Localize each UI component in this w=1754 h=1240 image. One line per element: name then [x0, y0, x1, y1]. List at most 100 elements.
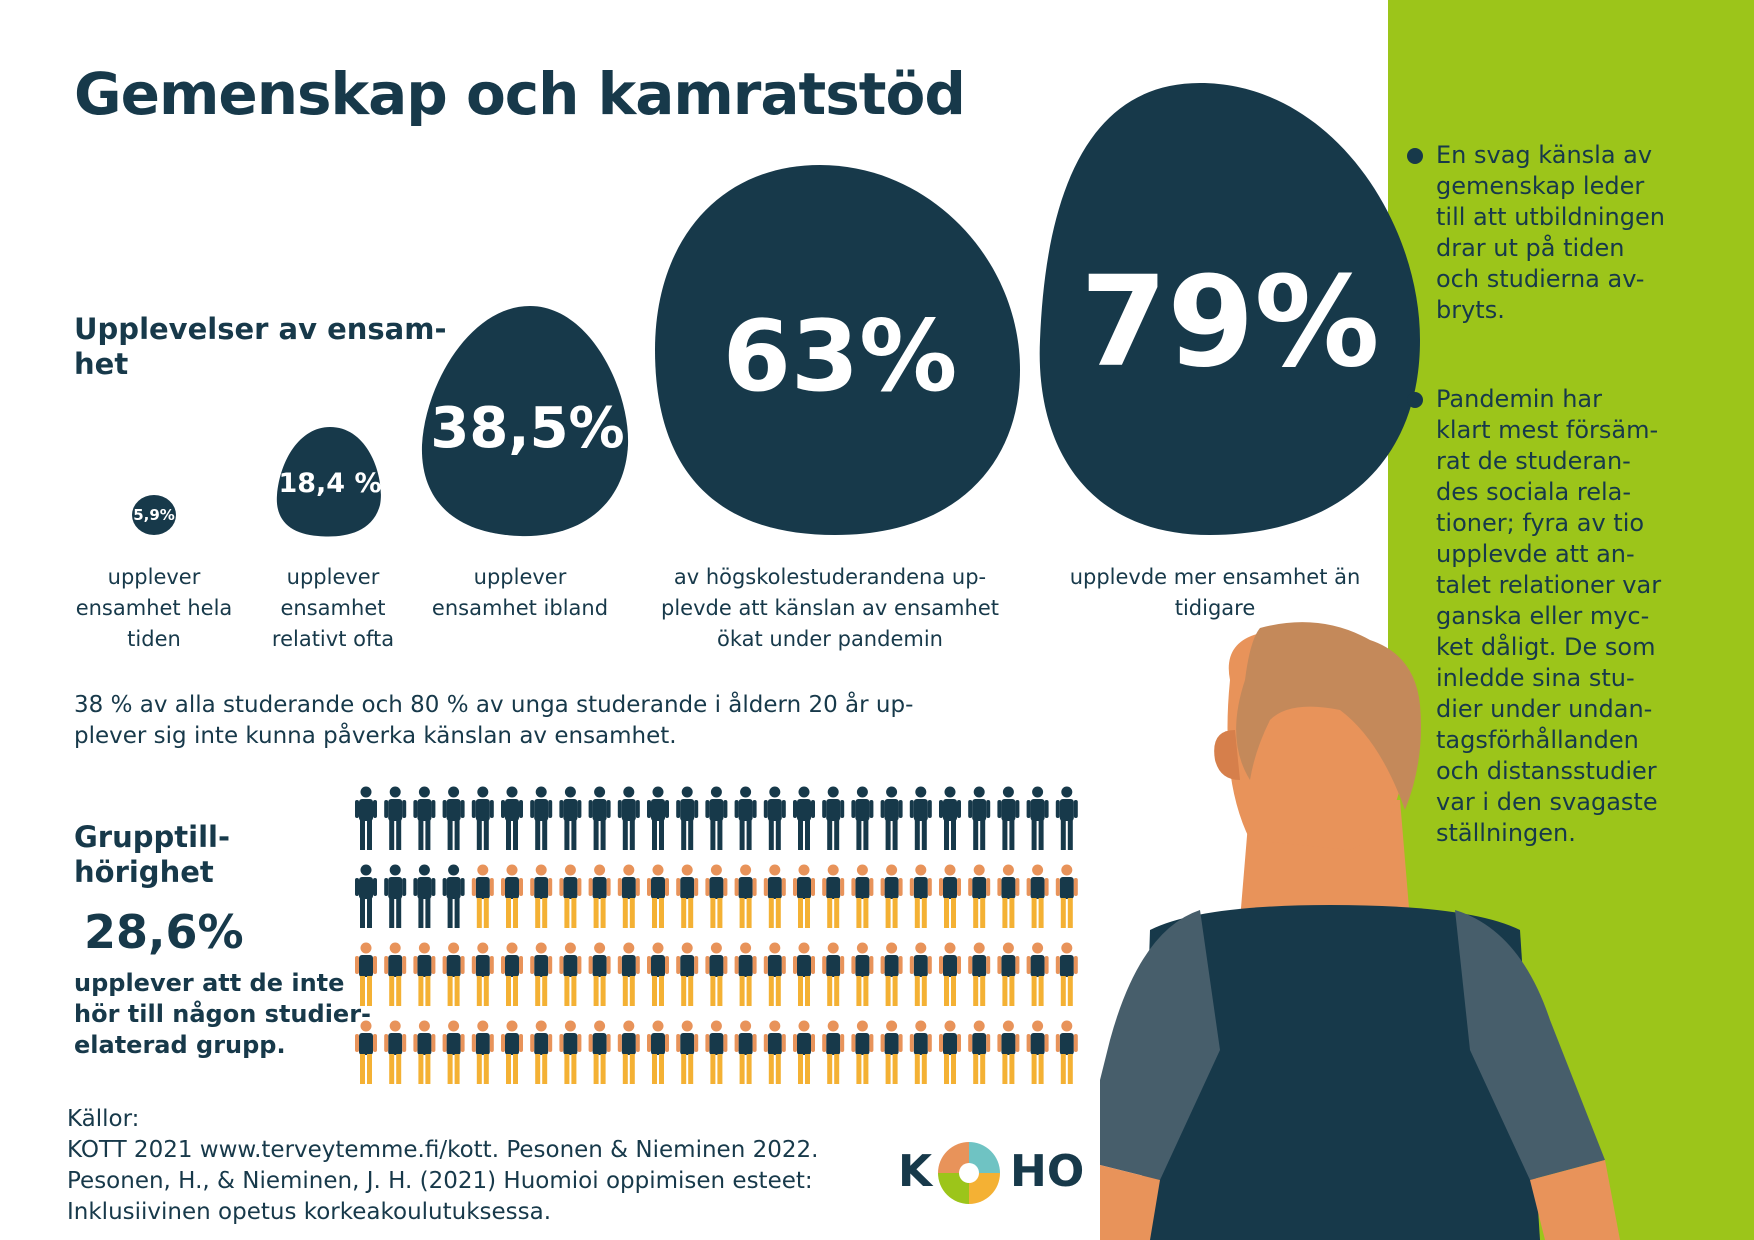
paragraph-line: 38 % av alla studerande och 80 % av unga… — [74, 692, 914, 718]
bullet-line: och distansstudier — [1436, 757, 1657, 785]
bullet-line: gemenskap leder — [1436, 172, 1645, 200]
person-icon-colored — [676, 942, 699, 1006]
bullet-line: klart mest försäm- — [1436, 416, 1659, 444]
stat-label-5-9: upplever ensamhet hela tiden — [64, 562, 244, 655]
bullet-text: En svag känsla av gemenskap leder till att… — [1436, 140, 1736, 326]
person-icon-dark — [822, 786, 845, 850]
bullet-line: drar ut på tiden — [1436, 234, 1625, 262]
person-icon-colored — [763, 942, 786, 1006]
blob-18-4 — [276, 427, 381, 537]
person-icon-dark — [559, 786, 582, 850]
hair — [1236, 622, 1421, 810]
person-icon-colored — [355, 942, 377, 1006]
sources: Källor: KOTT 2021 www.terveytemme.fi/kot… — [67, 1104, 887, 1228]
person-icon-dark — [471, 786, 494, 850]
bullet-line: rat de studeran- — [1436, 447, 1631, 475]
stat-label-line: relativt ofta — [271, 627, 395, 651]
stat-label-line: upplever — [286, 565, 380, 589]
person-icon-colored — [413, 942, 436, 1006]
person-icon-colored — [617, 942, 640, 1006]
person-icon-colored — [1055, 864, 1078, 928]
person-icon-colored — [997, 942, 1020, 1006]
loneliness-heading-line: het — [74, 347, 129, 381]
person-icon-colored — [384, 1020, 407, 1084]
person-icon-dark — [384, 864, 407, 928]
stat-value-38-5: 38,5% — [430, 396, 625, 461]
person-icon-dark — [939, 786, 961, 850]
stat-value-79: 79% — [1080, 250, 1380, 395]
person-icon-colored — [968, 864, 991, 928]
person-icon-colored — [763, 1020, 786, 1084]
person-icon-dark — [705, 786, 728, 850]
person-icon-dark — [1055, 786, 1078, 850]
group-description-line: elaterad grupp. — [74, 1031, 286, 1059]
student-illustration — [1100, 622, 1620, 1240]
person-icon-dark — [763, 786, 786, 850]
person-icon-colored — [939, 1020, 961, 1084]
person-icon-colored — [471, 864, 494, 928]
person-icon-dark — [501, 786, 523, 850]
paragraph-line: plever sig inte kunna påverka känslan av… — [74, 723, 677, 749]
stat-label-line: plevde att känslan av ensamhet — [661, 596, 999, 620]
logo-text-left: K — [898, 1146, 933, 1197]
person-icon-colored — [647, 942, 669, 1006]
person-icon-colored — [471, 1020, 494, 1084]
person-icon-dark — [588, 786, 611, 850]
person-icon-colored — [1026, 942, 1049, 1006]
person-icon-colored — [588, 942, 611, 1006]
person-icon-colored — [909, 942, 932, 1006]
person-icon-colored — [793, 1020, 815, 1084]
bullet-line: ganska eller myc- — [1436, 602, 1650, 630]
stat-label-line: ökat under pandemin — [717, 627, 943, 651]
person-icon-colored — [501, 942, 523, 1006]
person-icon-dark — [734, 786, 757, 850]
person-icon-colored — [588, 864, 611, 928]
bullet-list: En svag känsla av gemenskap leder till att… — [1407, 140, 1736, 907]
person-icon-colored — [822, 1020, 845, 1084]
left-arm — [1100, 1165, 1160, 1240]
stat-value-18-4: 18,4 % — [278, 468, 382, 499]
person-icon-dark — [384, 786, 407, 850]
group-heading: Grupptill- hörighet — [74, 820, 230, 890]
bullet-text: Pandemin har klart mest försäm-rat de stu… — [1436, 384, 1736, 849]
person-icon-colored — [530, 864, 553, 928]
logo-text-right: HO — [1010, 1146, 1085, 1197]
sources-heading: Källor: — [67, 1106, 140, 1132]
person-icon-colored — [793, 864, 815, 928]
bullet-line: dier under undan- — [1436, 695, 1653, 723]
person-icon-colored — [705, 864, 728, 928]
person-icon-colored — [880, 942, 903, 1006]
bullet-line: En svag känsla av — [1436, 141, 1653, 169]
left-sleeve — [1100, 910, 1220, 1180]
bullet-dot-icon — [1407, 148, 1423, 164]
right-sleeve — [1455, 910, 1605, 1180]
person-icon-colored — [851, 1020, 874, 1084]
bullet-item: Pandemin har klart mest försäm-rat de stu… — [1407, 384, 1736, 849]
torso — [1140, 905, 1540, 1240]
blob-5-9 — [132, 495, 176, 535]
person-icon-colored — [355, 1020, 377, 1084]
person-icon-colored — [1026, 1020, 1049, 1084]
person-icon-colored — [559, 1020, 582, 1084]
group-heading-line: hörighet — [74, 855, 214, 889]
person-icon-colored — [1055, 942, 1078, 1006]
person-icon-colored — [909, 1020, 932, 1084]
page-title: Gemenskap och kamratstöd — [74, 60, 966, 128]
person-icon-colored — [851, 942, 874, 1006]
person-icon-dark — [968, 786, 991, 850]
group-description-line: hör till någon studier- — [74, 1000, 371, 1028]
sources-line: Inklusiivinen opetus korkeakoulutuksessa… — [67, 1199, 552, 1225]
stat-label-line: av högskolestuderandena up- — [673, 565, 987, 589]
stat-label-line: ensamhet hela — [75, 596, 233, 620]
loneliness-heading-line: Upplevelser av ensam- — [74, 312, 447, 346]
person-icon-colored — [442, 1020, 465, 1084]
person-icon-colored — [530, 942, 553, 1006]
person-icon-dark — [617, 786, 640, 850]
person-icon-colored — [880, 1020, 903, 1084]
person-icon-colored — [851, 864, 874, 928]
person-icon-dark — [851, 786, 874, 850]
ear — [1214, 730, 1240, 780]
person-icon-colored — [647, 864, 669, 928]
person-icon-dark — [413, 786, 436, 850]
person-icon-colored — [763, 864, 786, 928]
